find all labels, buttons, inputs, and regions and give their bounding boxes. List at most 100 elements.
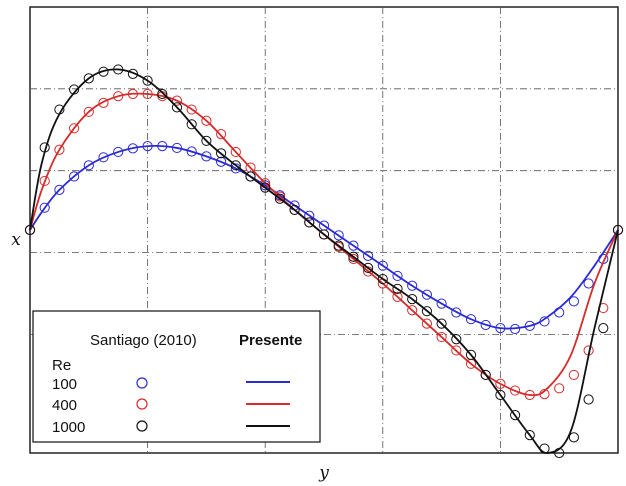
data-point-re-1000 [260, 182, 271, 193]
data-point-re-100 [421, 289, 432, 300]
data-point-re-400 [98, 97, 109, 108]
data-point-re-100 [539, 316, 550, 327]
data-point-re-1000 [83, 73, 94, 84]
data-point-re-100 [98, 152, 109, 163]
data-point-re-400 [83, 106, 94, 117]
data-point-re-400 [186, 104, 197, 115]
data-point-re-400 [171, 95, 183, 106]
data-point-re-1000 [363, 262, 374, 274]
data-point-re-1000 [157, 88, 168, 100]
data-point-re-100 [186, 146, 197, 157]
data-point-re-100 [583, 278, 594, 289]
data-point-re-1000 [24, 224, 36, 236]
data-point-re-1000 [127, 68, 138, 80]
data-point-re-400 [201, 115, 212, 126]
legend-row-header: Re [52, 357, 71, 374]
data-point-re-400 [451, 345, 462, 356]
data-point-re-100 [54, 184, 65, 195]
data-point-re-400 [274, 191, 285, 202]
data-point-re-1000 [436, 318, 447, 329]
data-point-re-1000 [142, 75, 153, 86]
data-point-re-1000 [113, 64, 124, 75]
data-point-re-100 [524, 320, 535, 331]
data-point-re-400 [54, 144, 65, 155]
data-point-re-400 [495, 378, 506, 389]
data-point-re-400 [568, 369, 580, 381]
series-layer [24, 64, 624, 459]
data-point-re-100 [495, 323, 506, 334]
data-point-re-100 [69, 171, 80, 182]
data-point-re-1000 [304, 217, 315, 228]
data-point-re-400 [127, 88, 138, 100]
legend-col-lines-label: Presente [239, 332, 302, 349]
data-point-re-1000 [480, 369, 491, 381]
data-point-re-100 [436, 298, 447, 309]
data-point-re-100 [465, 314, 477, 325]
data-point-re-400 [216, 129, 227, 140]
data-point-re-400 [539, 389, 550, 400]
data-point-re-100 [568, 296, 580, 307]
legend-marker-1000 [136, 420, 148, 432]
legend-series-label-400: 400 [52, 397, 77, 414]
data-point-re-400 [421, 318, 432, 329]
data-point-re-1000 [568, 432, 580, 443]
data-point-re-1000 [201, 135, 212, 146]
data-point-re-100 [142, 141, 153, 152]
data-point-re-1000 [539, 443, 550, 454]
data-point-re-1000 [333, 240, 344, 251]
data-point-re-100 [554, 307, 565, 318]
data-point-re-1000 [495, 389, 506, 401]
data-point-re-100 [127, 143, 138, 154]
data-point-re-100 [451, 307, 462, 318]
data-point-re-1000 [216, 148, 227, 159]
data-point-re-1000 [318, 229, 330, 240]
data-point-re-400 [69, 123, 80, 134]
legend-marker-400 [136, 398, 148, 410]
data-point-re-1000 [348, 251, 359, 262]
data-point-re-1000 [612, 224, 624, 236]
y-axis-label: x [11, 230, 21, 250]
data-point-re-100 [113, 146, 124, 158]
data-point-re-1000 [509, 409, 521, 421]
data-point-re-100 [392, 270, 403, 282]
data-point-re-1000 [598, 323, 609, 334]
data-point-re-100 [171, 142, 183, 154]
data-point-re-400 [142, 88, 153, 100]
data-point-re-100 [363, 250, 374, 261]
data-point-re-1000 [289, 204, 300, 216]
data-point-re-1000 [465, 349, 477, 360]
data-point-re-1000 [451, 334, 462, 345]
data-point-re-100 [348, 240, 359, 251]
data-point-re-1000 [230, 160, 241, 171]
data-point-re-100 [407, 280, 418, 291]
data-point-re-400 [524, 389, 535, 401]
data-point-re-100 [480, 319, 491, 331]
data-point-re-100 [260, 180, 271, 191]
data-point-re-400 [113, 91, 124, 102]
data-point-re-1000 [98, 66, 109, 77]
data-point-re-100 [304, 210, 315, 221]
data-point-re-1000 [186, 119, 197, 130]
data-point-re-400 [509, 385, 521, 396]
data-point-re-100 [216, 156, 227, 167]
data-point-re-1000 [171, 102, 183, 113]
legend: Santiago (2010) Presente Re 100 400 1000 [32, 310, 321, 443]
data-point-re-400 [436, 331, 447, 343]
data-point-re-100 [333, 230, 344, 241]
x-axis-label: y [318, 463, 329, 483]
data-point-re-1000 [245, 171, 256, 182]
data-point-re-400 [230, 146, 241, 158]
data-point-re-100 [39, 202, 50, 213]
legend-marker-100 [136, 377, 148, 389]
legend-series-label-100: 100 [52, 376, 77, 393]
data-point-re-400 [39, 175, 50, 187]
series-re-1000 [24, 64, 624, 459]
data-point-re-1000 [39, 142, 50, 153]
data-point-re-100 [377, 260, 388, 271]
series-line-re-100 [29, 145, 619, 330]
data-point-re-400 [348, 253, 359, 265]
data-point-re-100 [201, 151, 212, 162]
data-point-re-1000 [583, 394, 594, 405]
data-point-re-400 [392, 291, 403, 302]
